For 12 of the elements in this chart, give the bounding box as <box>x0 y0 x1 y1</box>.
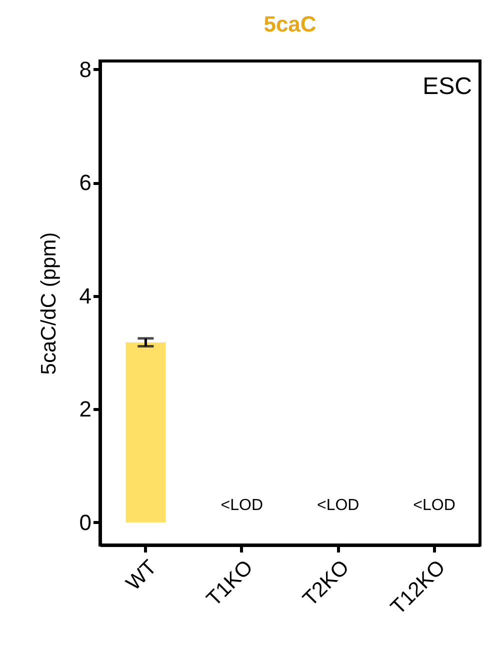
annotation: <LOD <box>220 497 264 514</box>
annotation: <LOD <box>316 497 360 514</box>
y-tick-label: 6 <box>79 170 92 196</box>
y-tick-label: 0 <box>79 510 92 535</box>
y-axis-title: 5caC/dC (ppm) <box>37 232 60 375</box>
x-tick-label: WT <box>122 556 162 596</box>
chart-title: 5caC <box>264 11 316 36</box>
annotation: ESC <box>422 73 472 100</box>
y-tick-label: 2 <box>79 396 92 422</box>
annotation: <LOD <box>413 497 456 514</box>
y-tick-label: 8 <box>79 56 92 82</box>
y-tick-label: 4 <box>79 283 92 308</box>
